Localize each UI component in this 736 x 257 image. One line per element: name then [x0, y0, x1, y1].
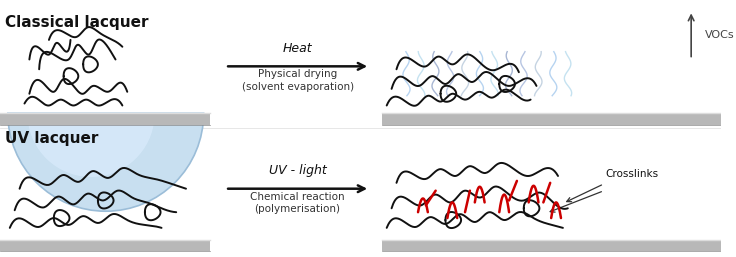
Wedge shape [8, 113, 204, 211]
Text: UV - light: UV - light [269, 164, 327, 177]
Text: Physical drying
(solvent evaporation): Physical drying (solvent evaporation) [241, 69, 354, 92]
Wedge shape [28, 113, 154, 177]
Text: Crosslinks: Crosslinks [605, 169, 658, 179]
Text: Chemical reaction
(polymerisation): Chemical reaction (polymerisation) [250, 192, 345, 214]
Bar [382, 240, 721, 251]
Bar [0, 240, 210, 251]
Text: UV lacquer: UV lacquer [5, 131, 99, 146]
Text: VOCs: VOCs [705, 30, 735, 40]
Bar [0, 113, 210, 125]
Text: Classical lacquer: Classical lacquer [5, 15, 149, 30]
Bar [382, 113, 721, 125]
Text: Heat: Heat [283, 42, 312, 54]
